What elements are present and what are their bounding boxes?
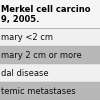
Bar xyxy=(0,0,100,28)
Text: Merkel cell carcino: Merkel cell carcino xyxy=(1,5,90,14)
Bar xyxy=(0,64,100,82)
Bar xyxy=(0,28,100,46)
Text: 9, 2005.: 9, 2005. xyxy=(1,15,39,24)
Text: dal disease: dal disease xyxy=(1,68,49,78)
Text: mary <2 cm: mary <2 cm xyxy=(1,32,53,42)
Text: temic metastases: temic metastases xyxy=(1,86,76,96)
Text: mary 2 cm or more: mary 2 cm or more xyxy=(1,50,82,60)
Bar xyxy=(0,46,100,64)
Bar xyxy=(0,82,100,100)
